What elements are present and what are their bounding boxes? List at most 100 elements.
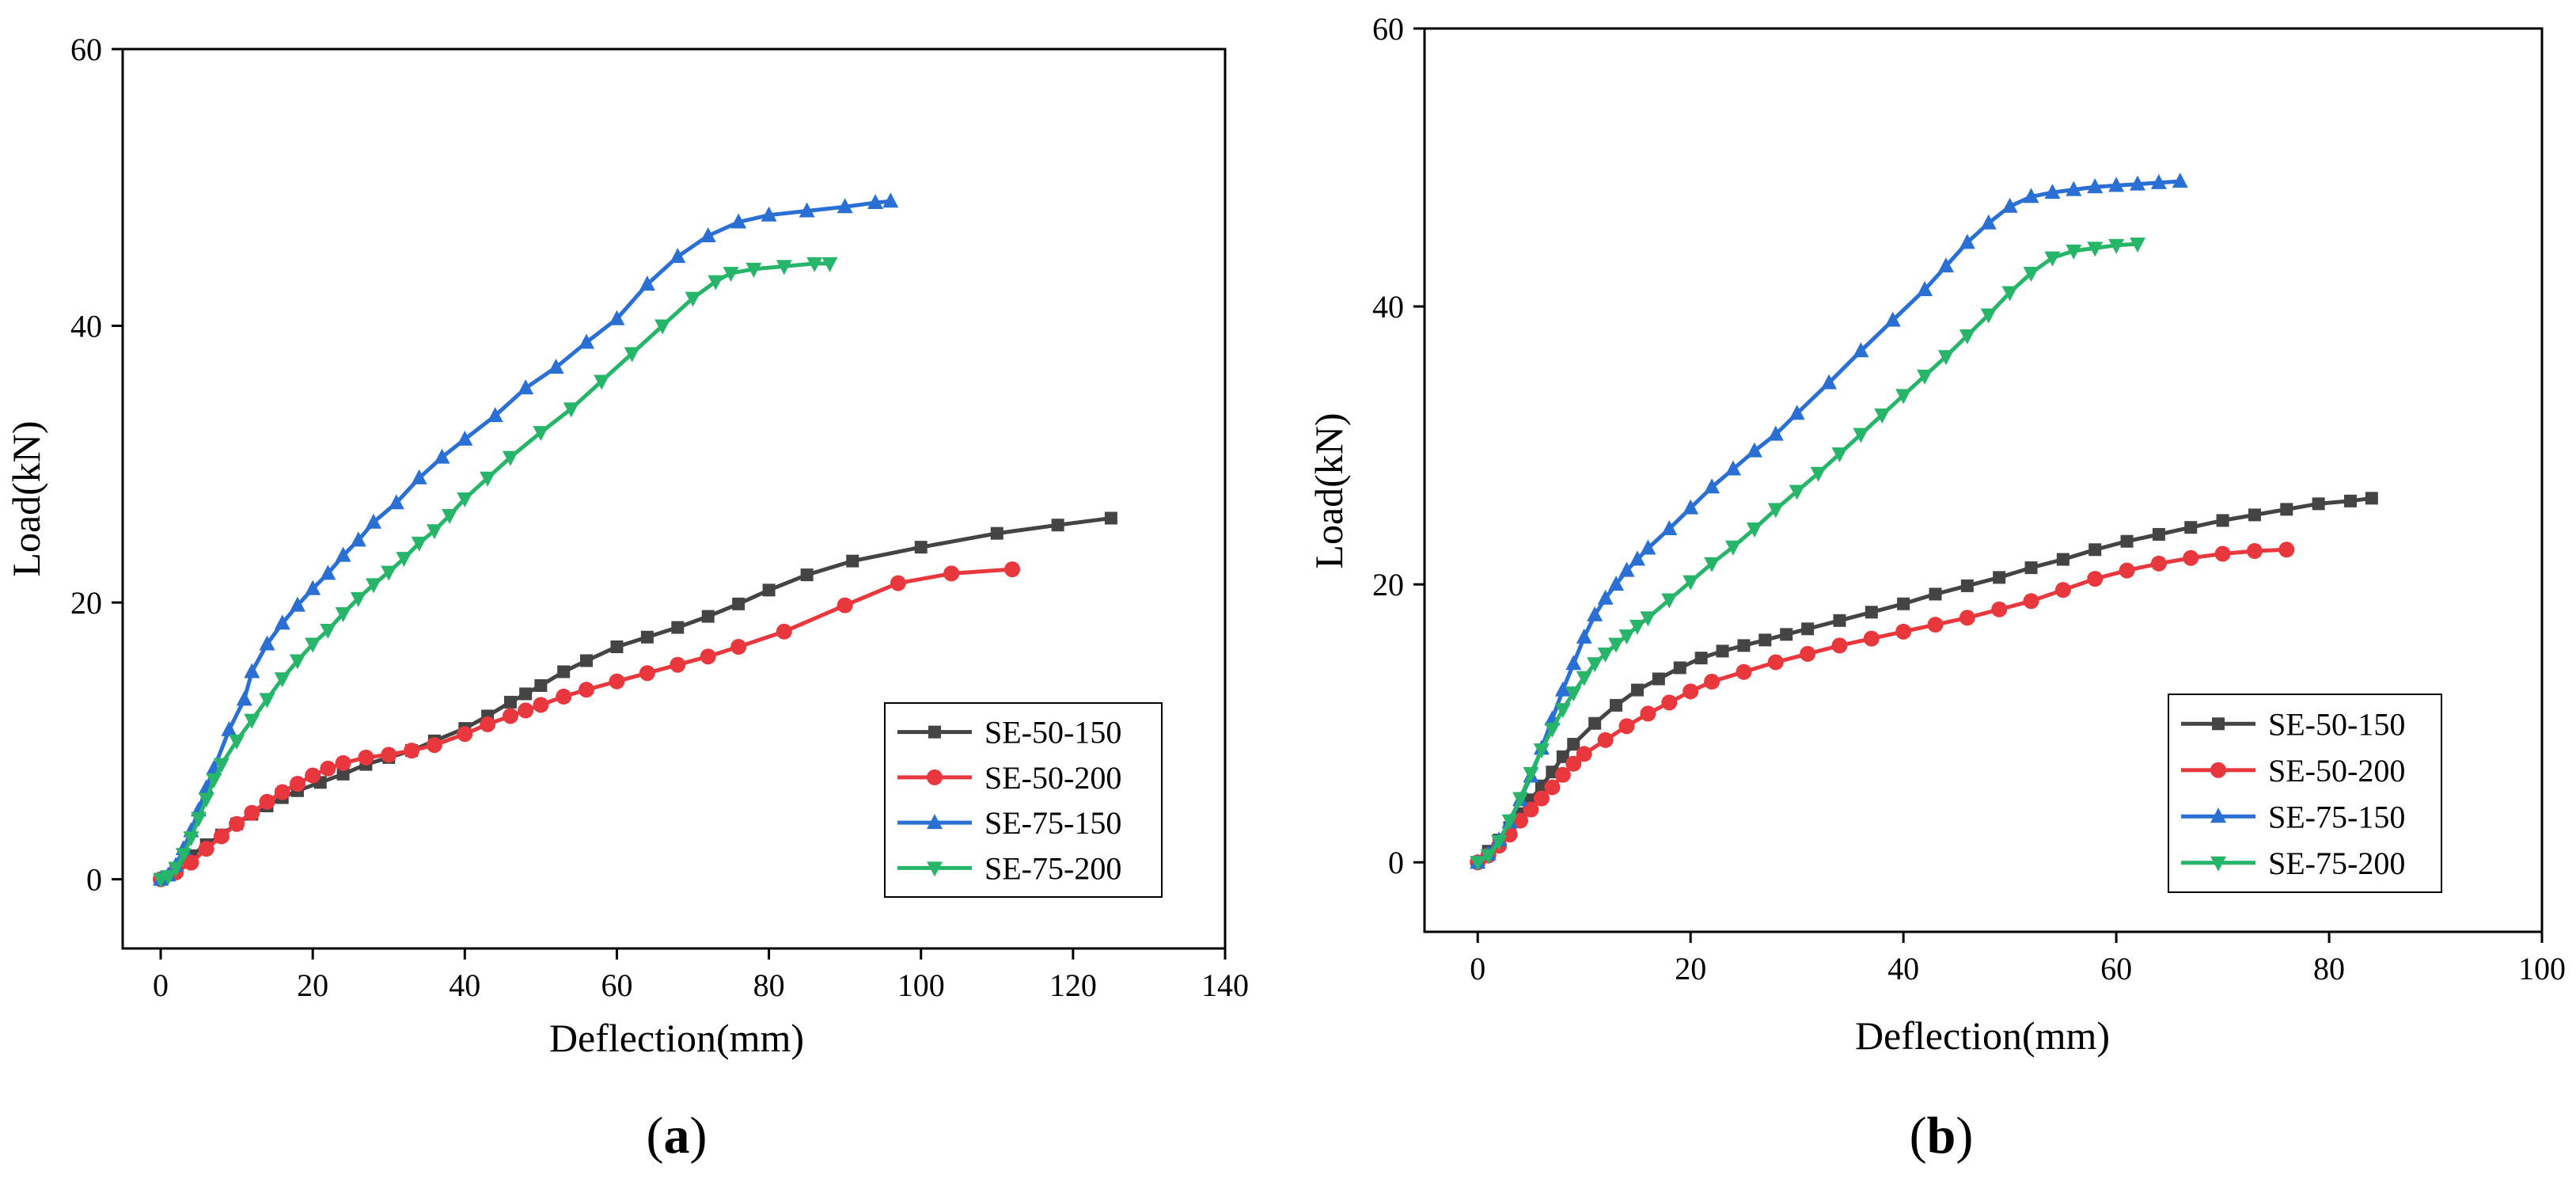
data-point-a-SE-50-150-11 — [336, 767, 350, 781]
data-point-b-SE-50-200-20 — [1831, 637, 1848, 654]
panel-label-b-letter: b — [1927, 1107, 1956, 1165]
data-point-b-SE-50-150-24 — [1929, 587, 1942, 601]
data-point-b-SE-75-200-15 — [1629, 619, 1645, 635]
x-axis-title-b: Deflection(mm) — [1855, 1013, 2110, 1058]
legend-label-a-SE-75-150: SE-75-150 — [984, 805, 1121, 841]
data-point-b-SE-75-150-18 — [1683, 499, 1699, 515]
data-point-b-SE-75-200-20 — [1724, 540, 1741, 556]
data-point-b-SE-50-200-15 — [1683, 683, 1699, 700]
data-point-a-SE-75-200-20 — [396, 552, 412, 568]
data-point-a-SE-75-200-36 — [776, 260, 792, 276]
data-point-b-SE-50-150-38 — [2365, 492, 2378, 505]
data-point-a-SE-50-150-24 — [640, 630, 654, 644]
data-point-b-SE-50-150-28 — [2056, 553, 2070, 566]
data-point-a-SE-50-200-18 — [480, 716, 496, 732]
data-point-b-SE-75-200-13 — [1608, 637, 1625, 653]
data-point-b-SE-75-150-31 — [2001, 197, 2018, 213]
data-point-a-SE-50-200-6 — [244, 804, 260, 821]
data-point-b-SE-75-200-27 — [1874, 408, 1891, 424]
data-point-a-SE-75-150-22 — [457, 430, 473, 446]
data-point-b-SE-50-200-26 — [2023, 593, 2039, 610]
legend-label-a-SE-75-200: SE-75-200 — [984, 850, 1121, 886]
data-point-a-SE-50-200-2 — [183, 854, 199, 871]
data-point-a-SE-50-200-7 — [259, 793, 275, 810]
data-point-b-SE-75-200-38 — [2108, 238, 2125, 254]
data-point-a-SE-75-150-20 — [411, 469, 427, 485]
data-point-b-SE-50-200-24 — [1959, 610, 1975, 626]
data-point-a-SE-75-150-12 — [274, 614, 290, 630]
data-point-b-SE-50-150-23 — [1897, 597, 1910, 610]
data-point-a-SE-75-150-32 — [761, 206, 777, 222]
data-point-b-SE-50-200-6 — [1533, 790, 1550, 807]
data-point-a-SE-75-200-22 — [426, 524, 442, 540]
data-point-a-SE-50-200-12 — [335, 754, 351, 771]
data-point-b-SE-75-200-12 — [1597, 647, 1614, 663]
data-point-b-SE-50-200-25 — [1991, 601, 2008, 618]
x-tick-label-a-80: 80 — [753, 967, 785, 1003]
data-point-a-SE-50-150-28 — [762, 583, 776, 597]
data-point-b-SE-50-200-34 — [2278, 542, 2295, 558]
data-point-b-SE-75-200-33 — [2001, 286, 2018, 302]
data-point-a-SE-50-150-21 — [557, 665, 571, 678]
data-point-a-SE-75-200-8 — [213, 758, 230, 773]
x-tick-label-a-100: 100 — [897, 967, 945, 1003]
data-point-b-SE-75-150-33 — [2044, 184, 2061, 200]
data-point-a-SE-75-150-10 — [244, 663, 260, 678]
data-point-a-SE-50-150-34 — [1104, 511, 1117, 525]
legend-marker-a-SE-50-200 — [927, 769, 943, 785]
panel-label-b: (b) — [1910, 1107, 1974, 1165]
data-point-a-SE-75-200-15 — [320, 624, 336, 640]
data-point-b-SE-75-150-30 — [1980, 214, 1997, 230]
data-point-b-SE-50-150-8 — [1556, 750, 1569, 763]
data-point-b-SE-50-150-35 — [2280, 503, 2293, 516]
data-point-a-SE-50-200-20 — [518, 702, 534, 719]
data-point-b-SE-75-200-1 — [1480, 849, 1497, 865]
data-point-a-SE-50-200-13 — [358, 749, 374, 766]
data-point-b-SE-75-200-18 — [1683, 575, 1699, 591]
data-point-b-SE-75-150-24 — [1821, 374, 1838, 390]
data-point-b-SE-50-150-17 — [1737, 639, 1751, 652]
data-point-a-SE-75-200-37 — [806, 257, 823, 272]
data-point-b-SE-50-200-23 — [1927, 617, 1944, 633]
x-tick-label-b-60: 60 — [2100, 951, 2132, 986]
data-point-a-SE-75-200-5 — [191, 811, 207, 827]
y-tick-label-a-0: 0 — [86, 862, 102, 898]
data-point-a-SE-50-150-19 — [519, 687, 533, 701]
data-point-a-SE-50-200-5 — [229, 815, 245, 832]
data-point-b-SE-75-200-29 — [1917, 369, 1933, 385]
data-point-b-SE-50-150-15 — [1694, 652, 1708, 665]
data-point-a-SE-50-200-17 — [457, 726, 473, 743]
data-point-b-SE-75-200-10 — [1576, 671, 1592, 686]
data-point-b-SE-75-150-17 — [1661, 519, 1678, 535]
legend-label-b-SE-75-200: SE-75-200 — [2268, 846, 2405, 881]
data-point-b-SE-50-150-22 — [1865, 606, 1878, 619]
data-point-b-SE-75-150-22 — [1767, 425, 1784, 441]
data-point-b-SE-75-150-32 — [2023, 188, 2039, 203]
x-tick-label-a-40: 40 — [449, 967, 480, 1003]
data-point-a-SE-75-200-26 — [502, 450, 518, 466]
data-point-a-SE-75-150-17 — [350, 531, 366, 547]
data-point-a-SE-75-200-34 — [723, 267, 739, 283]
data-point-b-SE-75-200-3 — [1501, 814, 1518, 830]
data-point-a-SE-75-200-11 — [259, 693, 275, 709]
data-point-a-SE-50-200-19 — [502, 708, 518, 724]
data-point-b-SE-75-150-25 — [1853, 342, 1869, 358]
data-point-b-SE-75-200-6 — [1533, 743, 1550, 759]
series-line-a-SE-50-200 — [159, 567, 1013, 881]
data-point-a-SE-75-150-23 — [487, 407, 503, 423]
data-point-a-SE-75-200-23 — [442, 508, 458, 524]
data-point-b-SE-75-150-19 — [1704, 478, 1720, 494]
legend-b: SE-50-150 SE-50-200 SE-75-150 SE-75-200 — [2168, 694, 2442, 893]
data-point-b-SE-75-150-13 — [1608, 576, 1625, 591]
y-tick-label-a-20: 20 — [70, 585, 102, 621]
series-b-SE-75-200 — [1470, 238, 2145, 872]
data-point-b-SE-50-150-19 — [1780, 628, 1793, 641]
data-point-a-SE-75-200-24 — [457, 492, 473, 507]
plot-frame-b — [1423, 27, 2544, 933]
data-point-a-SE-75-150-11 — [259, 635, 275, 651]
data-point-b-SE-75-150-20 — [1724, 460, 1741, 476]
data-point-b-SE-50-150-27 — [2024, 561, 2038, 575]
data-point-a-SE-75-200-33 — [708, 275, 724, 291]
data-point-b-SE-50-150-14 — [1673, 661, 1686, 675]
